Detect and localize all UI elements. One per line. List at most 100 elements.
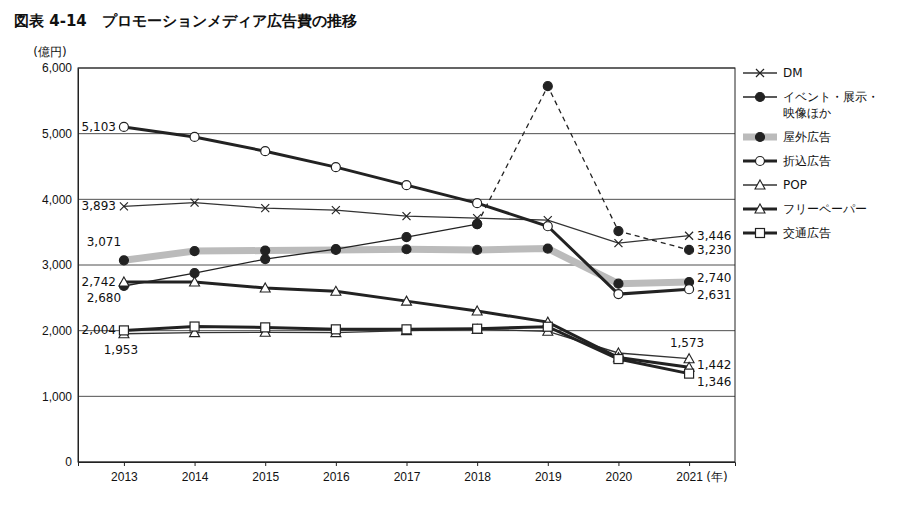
markers bbox=[119, 122, 693, 298]
data-label: 1,573 bbox=[670, 336, 704, 350]
x-axis-line bbox=[79, 463, 736, 467]
series bbox=[124, 203, 689, 244]
x-tick: 2021 bbox=[676, 462, 703, 484]
grid-line bbox=[78, 199, 735, 200]
data-label: 3,893 bbox=[82, 199, 116, 213]
y-axis-line bbox=[78, 69, 79, 463]
marker-stroke bbox=[191, 199, 199, 207]
line bbox=[124, 127, 689, 294]
markers bbox=[119, 324, 694, 362]
data-label: 2,740 bbox=[697, 271, 731, 285]
series bbox=[477, 86, 689, 250]
marker bbox=[332, 206, 340, 214]
marker bbox=[119, 122, 128, 131]
markers bbox=[119, 220, 481, 291]
marker-stroke bbox=[614, 239, 622, 247]
marker-stroke bbox=[756, 69, 764, 77]
legend-marker bbox=[756, 133, 765, 142]
marker bbox=[685, 285, 694, 294]
marker bbox=[331, 325, 340, 334]
title: 図表 4-14 プロモーションメディア広告費の推移 bbox=[14, 12, 357, 30]
data-label: 2,631 bbox=[697, 288, 731, 302]
marker bbox=[473, 245, 482, 254]
marker-stroke bbox=[332, 206, 340, 214]
markers bbox=[119, 244, 693, 288]
y-tick: 1,000 bbox=[42, 390, 78, 404]
line bbox=[124, 282, 689, 367]
marker bbox=[260, 283, 270, 292]
grid bbox=[78, 68, 735, 462]
marker bbox=[331, 245, 340, 254]
y-tick: 5,000 bbox=[42, 127, 78, 141]
legend-item: イベント・展示・映像ほか bbox=[743, 90, 879, 120]
marker bbox=[190, 132, 199, 141]
x-tick-mark bbox=[477, 462, 478, 466]
marker-stroke bbox=[191, 199, 199, 207]
chart: 図表 4-14 プロモーションメディア広告費の推移(億円)01,0002,000… bbox=[0, 0, 898, 532]
x-tick-label: 2016 bbox=[323, 470, 350, 484]
marker-stroke bbox=[261, 204, 269, 212]
y-tick-label: 1,000 bbox=[42, 390, 72, 404]
marker bbox=[261, 204, 269, 212]
y-tick-label: 6,000 bbox=[42, 61, 72, 75]
marker bbox=[614, 239, 622, 247]
marker bbox=[402, 296, 412, 305]
y-tick-label: 3,000 bbox=[42, 258, 72, 272]
x-tick-mark bbox=[689, 462, 690, 466]
series bbox=[124, 282, 689, 367]
marker-stroke bbox=[614, 239, 622, 247]
x-tick: 2015 bbox=[252, 462, 279, 484]
x-tick-mark bbox=[407, 462, 408, 466]
legend-label: フリーペーパー bbox=[783, 202, 867, 216]
x-tick-label: 2014 bbox=[182, 470, 209, 484]
y-tick: 6,000 bbox=[42, 61, 78, 75]
legend-label: DM bbox=[783, 66, 803, 80]
data-label: 5,103 bbox=[82, 120, 116, 134]
legend-label: 折込広告 bbox=[783, 154, 831, 168]
grid-line bbox=[78, 265, 735, 266]
data-label: 1,346 bbox=[697, 375, 731, 389]
x-tick-mark bbox=[336, 462, 337, 466]
marker bbox=[614, 290, 623, 299]
legend-marker bbox=[755, 204, 765, 213]
x-tick-label: 2017 bbox=[394, 470, 421, 484]
marker bbox=[685, 369, 694, 378]
marker bbox=[402, 245, 411, 254]
marker bbox=[402, 233, 411, 242]
x-tick-mark bbox=[265, 462, 266, 466]
x-tick-mark bbox=[195, 462, 196, 466]
marker bbox=[543, 82, 552, 91]
marker-stroke bbox=[403, 212, 411, 220]
marker-stroke bbox=[685, 232, 693, 240]
marker bbox=[402, 325, 411, 334]
marker-stroke bbox=[261, 204, 269, 212]
legend-item: 交通広告 bbox=[743, 226, 831, 240]
x-tick: 2013 bbox=[111, 462, 138, 484]
line bbox=[124, 203, 689, 244]
x-tick-label: 2015 bbox=[252, 470, 279, 484]
marker bbox=[261, 323, 270, 332]
marker bbox=[261, 255, 270, 264]
marker bbox=[472, 324, 482, 333]
line bbox=[124, 224, 477, 286]
marker bbox=[473, 220, 482, 229]
marker-stroke bbox=[120, 202, 128, 210]
marker bbox=[473, 220, 482, 229]
marker bbox=[614, 227, 623, 236]
data-label: 3,071 bbox=[87, 235, 121, 249]
series bbox=[124, 224, 477, 286]
y-axis: 01,0002,0003,0004,0005,0006,000 bbox=[42, 61, 79, 469]
x-tick-mark bbox=[548, 462, 549, 466]
marker bbox=[472, 306, 482, 315]
y-axis-label: (億円) bbox=[33, 45, 66, 59]
x-tick: 2018 bbox=[464, 462, 491, 484]
marker bbox=[331, 286, 341, 295]
markers bbox=[119, 322, 693, 378]
markers bbox=[120, 199, 693, 248]
marker bbox=[119, 326, 128, 335]
legend-marker bbox=[756, 229, 765, 238]
data bbox=[119, 82, 694, 378]
marker bbox=[331, 163, 340, 172]
marker-stroke bbox=[332, 206, 340, 214]
marker bbox=[473, 324, 482, 333]
